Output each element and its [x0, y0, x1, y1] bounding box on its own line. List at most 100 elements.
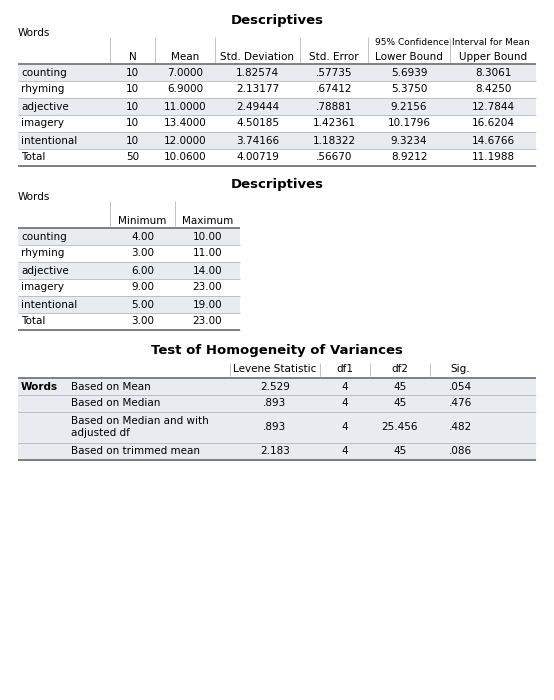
- Text: Descriptives: Descriptives: [230, 178, 324, 191]
- Text: 8.4250: 8.4250: [475, 85, 511, 95]
- Text: 6.9000: 6.9000: [167, 85, 203, 95]
- Text: 5.00: 5.00: [131, 300, 154, 309]
- Text: 4.00: 4.00: [131, 232, 154, 242]
- Bar: [18, 64, 536, 81]
- Text: 4: 4: [342, 382, 348, 391]
- Text: 5.6939: 5.6939: [391, 67, 427, 78]
- Text: 8.9212: 8.9212: [391, 153, 427, 162]
- Text: 9.3234: 9.3234: [391, 136, 427, 146]
- Text: 50: 50: [126, 153, 139, 162]
- Text: Test of Homogeneity of Variances: Test of Homogeneity of Variances: [151, 344, 403, 357]
- Text: .893: .893: [263, 398, 286, 409]
- Text: Based on trimmed mean: Based on trimmed mean: [71, 446, 200, 456]
- Text: 3.74166: 3.74166: [236, 136, 279, 146]
- Text: N: N: [129, 52, 136, 62]
- Text: Sig.: Sig.: [450, 364, 470, 374]
- Bar: [18, 412, 536, 442]
- Text: Levene Statistic: Levene Statistic: [233, 364, 317, 374]
- Text: 3.00: 3.00: [131, 316, 154, 326]
- Bar: [18, 313, 240, 330]
- Text: 1.18322: 1.18322: [312, 136, 356, 146]
- Text: 10: 10: [126, 67, 139, 78]
- Text: 4: 4: [342, 446, 348, 456]
- Bar: [18, 245, 240, 262]
- Text: df2: df2: [392, 364, 408, 374]
- Text: Based on Median: Based on Median: [71, 398, 160, 409]
- Text: Lower Bound: Lower Bound: [375, 52, 443, 62]
- Text: adjective: adjective: [21, 265, 69, 276]
- Text: imagery: imagery: [21, 283, 64, 293]
- Text: 5.3750: 5.3750: [391, 85, 427, 95]
- Text: 8.3061: 8.3061: [475, 67, 511, 78]
- Bar: [18, 115, 536, 132]
- Text: 45: 45: [393, 446, 407, 456]
- Text: 11.1988: 11.1988: [471, 153, 515, 162]
- Text: 23.00: 23.00: [193, 283, 222, 293]
- Text: counting: counting: [21, 232, 66, 242]
- Text: .482: .482: [448, 422, 471, 433]
- Bar: [18, 149, 536, 166]
- Text: .67412: .67412: [316, 85, 352, 95]
- Text: 16.6204: 16.6204: [471, 118, 515, 129]
- Text: 2.529: 2.529: [260, 382, 290, 391]
- Text: Minimum: Minimum: [119, 216, 167, 226]
- Text: 13.4000: 13.4000: [163, 118, 207, 129]
- Text: 10: 10: [126, 102, 139, 111]
- Text: imagery: imagery: [21, 118, 64, 129]
- Text: 12.7844: 12.7844: [471, 102, 515, 111]
- Text: 10.00: 10.00: [193, 232, 222, 242]
- Text: 45: 45: [393, 398, 407, 409]
- Bar: [18, 132, 536, 149]
- Text: .56670: .56670: [316, 153, 352, 162]
- Text: rhyming: rhyming: [21, 248, 64, 258]
- Text: intentional: intentional: [21, 136, 77, 146]
- Bar: [18, 378, 536, 395]
- Text: Total: Total: [21, 153, 45, 162]
- Text: 23.00: 23.00: [193, 316, 222, 326]
- Text: 2.49444: 2.49444: [236, 102, 279, 111]
- Text: Words: Words: [18, 192, 50, 202]
- Bar: [18, 228, 240, 245]
- Text: 9.2156: 9.2156: [391, 102, 427, 111]
- Text: Words: Words: [21, 382, 58, 391]
- Text: 11.00: 11.00: [193, 248, 222, 258]
- Text: 10: 10: [126, 118, 139, 129]
- Text: .086: .086: [448, 446, 471, 456]
- Text: Total: Total: [21, 316, 45, 326]
- Text: Words: Words: [18, 28, 50, 38]
- Text: 1.42361: 1.42361: [312, 118, 356, 129]
- Text: 6.00: 6.00: [131, 265, 154, 276]
- Bar: [18, 98, 536, 115]
- Text: Based on Mean: Based on Mean: [71, 382, 151, 391]
- Text: 9.00: 9.00: [131, 283, 154, 293]
- Text: Std. Deviation: Std. Deviation: [220, 52, 295, 62]
- Text: 7.0000: 7.0000: [167, 67, 203, 78]
- Text: adjective: adjective: [21, 102, 69, 111]
- Text: 4: 4: [342, 422, 348, 433]
- Text: Mean: Mean: [171, 52, 199, 62]
- Text: 95% Confidence Interval for Mean: 95% Confidence Interval for Mean: [375, 38, 530, 47]
- Text: 11.0000: 11.0000: [163, 102, 206, 111]
- Text: Std. Error: Std. Error: [309, 52, 359, 62]
- Bar: [18, 262, 240, 279]
- Text: 10.0600: 10.0600: [163, 153, 206, 162]
- Text: .893: .893: [263, 422, 286, 433]
- Text: 25.456: 25.456: [382, 422, 418, 433]
- Text: 2.183: 2.183: [260, 446, 290, 456]
- Text: .78881: .78881: [316, 102, 352, 111]
- Text: Upper Bound: Upper Bound: [459, 52, 527, 62]
- Text: 4: 4: [342, 398, 348, 409]
- Bar: [18, 81, 536, 98]
- Text: intentional: intentional: [21, 300, 77, 309]
- Text: 10: 10: [126, 85, 139, 95]
- Text: Maximum: Maximum: [182, 216, 233, 226]
- Bar: [18, 395, 536, 412]
- Text: .054: .054: [448, 382, 471, 391]
- Text: 19.00: 19.00: [193, 300, 222, 309]
- Bar: [18, 442, 536, 460]
- Bar: [18, 279, 240, 296]
- Text: df1: df1: [336, 364, 353, 374]
- Text: 14.6766: 14.6766: [471, 136, 515, 146]
- Text: 10: 10: [126, 136, 139, 146]
- Text: 4.00719: 4.00719: [236, 153, 279, 162]
